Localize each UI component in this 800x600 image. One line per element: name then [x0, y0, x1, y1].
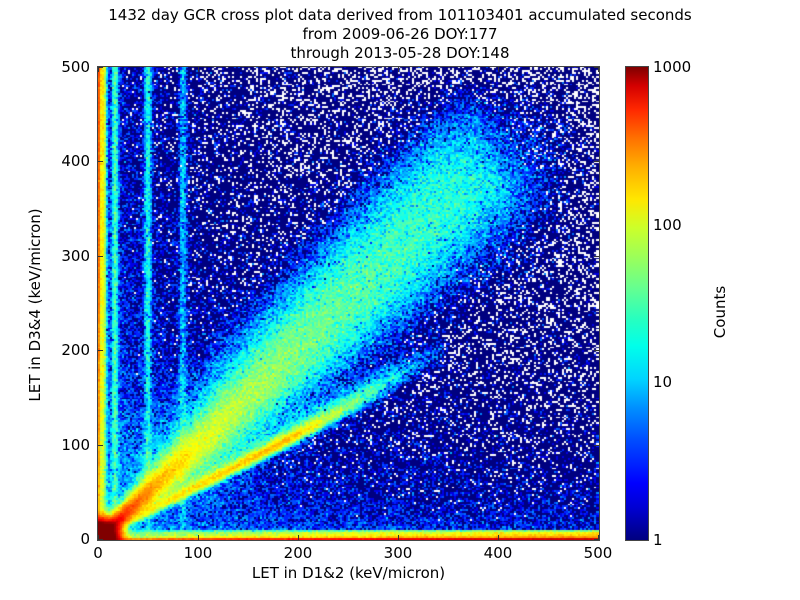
y-tick-mark — [594, 161, 599, 162]
y-tick-label: 200 — [61, 341, 90, 359]
y-tick-mark — [98, 256, 103, 257]
x-tick-mark — [498, 535, 499, 540]
figure-title-line-2: from 2009-06-26 DOY:177 — [302, 25, 498, 43]
x-tick-mark — [398, 535, 399, 540]
colorbar-tick-mark — [625, 225, 626, 226]
figure-title: 1432 day GCR cross plot data derived fro… — [0, 6, 800, 63]
x-tick-mark — [298, 535, 299, 540]
x-tick-mark — [598, 535, 599, 540]
y-tick-label: 100 — [61, 436, 90, 454]
x-tick-mark — [98, 67, 99, 72]
colorbar-tick-label: 100 — [653, 216, 682, 234]
y-tick-mark — [594, 445, 599, 446]
colorbar-tick-mark — [625, 382, 626, 383]
y-tick-mark — [98, 445, 103, 446]
colorbar — [625, 66, 649, 541]
colorbar-tick-label: 10 — [653, 373, 673, 391]
y-tick-label: 300 — [61, 247, 90, 265]
y-tick-label: 400 — [61, 152, 90, 170]
colorbar-title: Counts — [711, 285, 729, 339]
y-tick-mark — [98, 350, 103, 351]
x-tick-mark — [398, 67, 399, 72]
y-tick-mark — [594, 350, 599, 351]
colorbar-tick-label: 1 — [653, 531, 663, 549]
y-tick-mark — [594, 539, 599, 540]
x-tick-label: 0 — [93, 544, 103, 562]
x-axis-title: LET in D1&2 (keV/micron) — [251, 564, 446, 582]
y-tick-mark — [594, 67, 599, 68]
x-tick-mark — [98, 535, 99, 540]
colorbar-tick-label: 1000 — [653, 58, 692, 76]
colorbar-gradient — [626, 67, 648, 540]
x-tick-mark — [598, 67, 599, 72]
x-tick-label: 400 — [483, 544, 513, 562]
y-tick-label: 0 — [80, 530, 90, 548]
x-tick-label: 200 — [283, 544, 313, 562]
y-tick-label: 500 — [61, 58, 90, 76]
y-tick-mark — [98, 161, 103, 162]
x-tick-mark — [498, 67, 499, 72]
y-tick-mark — [98, 67, 103, 68]
x-tick-mark — [198, 535, 199, 540]
heatmap-canvas — [98, 67, 599, 540]
y-tick-mark — [594, 256, 599, 257]
colorbar-tick-mark — [625, 67, 626, 68]
figure-title-line-3: through 2013-05-28 DOY:148 — [290, 44, 510, 62]
figure-title-line-1: 1432 day GCR cross plot data derived fro… — [108, 6, 692, 24]
x-tick-label: 100 — [183, 544, 213, 562]
plot-area — [97, 66, 600, 541]
x-tick-mark — [298, 67, 299, 72]
x-tick-mark — [198, 67, 199, 72]
y-tick-mark — [98, 539, 103, 540]
x-tick-label: 300 — [383, 544, 413, 562]
x-tick-label: 500 — [583, 544, 613, 562]
y-axis-title: LET in D3&4 (keV/micron) — [26, 208, 44, 402]
